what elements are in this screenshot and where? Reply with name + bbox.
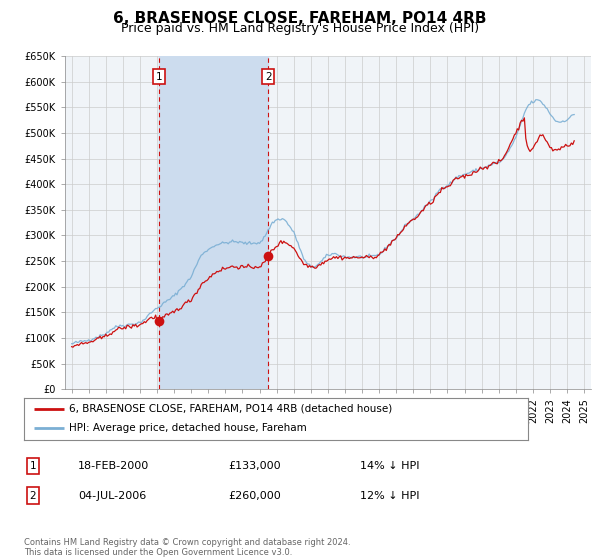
Text: 6, BRASENOSE CLOSE, FAREHAM, PO14 4RB: 6, BRASENOSE CLOSE, FAREHAM, PO14 4RB	[113, 11, 487, 26]
Text: Price paid vs. HM Land Registry's House Price Index (HPI): Price paid vs. HM Land Registry's House …	[121, 22, 479, 35]
Text: 1: 1	[29, 461, 37, 471]
Text: 14% ↓ HPI: 14% ↓ HPI	[360, 461, 419, 471]
Text: £133,000: £133,000	[228, 461, 281, 471]
Text: 04-JUL-2006: 04-JUL-2006	[78, 491, 146, 501]
Text: 12% ↓ HPI: 12% ↓ HPI	[360, 491, 419, 501]
Text: Contains HM Land Registry data © Crown copyright and database right 2024.
This d: Contains HM Land Registry data © Crown c…	[24, 538, 350, 557]
Text: 18-FEB-2000: 18-FEB-2000	[78, 461, 149, 471]
Text: HPI: Average price, detached house, Fareham: HPI: Average price, detached house, Fare…	[70, 423, 307, 433]
Text: 1: 1	[156, 72, 163, 82]
Bar	[159, 56, 268, 389]
Text: 2: 2	[265, 72, 271, 82]
Text: £260,000: £260,000	[228, 491, 281, 501]
Text: 6, BRASENOSE CLOSE, FAREHAM, PO14 4RB (detached house): 6, BRASENOSE CLOSE, FAREHAM, PO14 4RB (d…	[70, 404, 392, 414]
Text: 2: 2	[29, 491, 37, 501]
